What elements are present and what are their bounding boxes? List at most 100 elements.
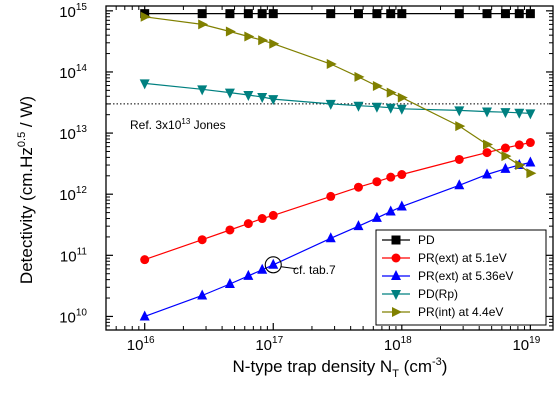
data-point [372,9,382,19]
data-point [500,143,510,153]
data-point [197,235,207,245]
data-point [268,95,279,106]
y-tick-label: 1012 [59,185,87,204]
data-point [353,9,363,19]
data-point [224,277,235,288]
legend-label: PD [418,233,435,247]
y-tick-label: 1013 [59,124,87,143]
data-point [140,255,150,265]
data-point [386,172,396,182]
y-tick-label: 1010 [59,307,87,326]
data-point [397,92,408,103]
data-point [268,9,278,19]
data-point [454,154,464,164]
data-point [243,90,254,101]
y-tick-label: 1014 [59,63,87,82]
data-point [354,71,365,82]
data-point [353,101,364,112]
data-point [514,140,524,150]
data-point [454,106,465,117]
data-point [258,35,269,46]
data-point [268,258,279,269]
data-point [514,108,525,119]
y-tick-label: 1015 [59,2,87,21]
data-point [257,263,268,274]
data-point [372,80,383,91]
y-axis-label: Detectivity (cm.Hz0.5 / W) [16,96,36,284]
data-point [397,9,407,19]
series-line [144,82,531,114]
y-tick-label: 1011 [60,246,88,265]
data-point [371,211,382,222]
data-point [396,104,407,115]
legend-marker [391,270,401,280]
data-point [197,289,208,300]
data-point [482,168,493,179]
data-point [386,9,396,19]
data-point [197,9,207,19]
data-point [243,9,253,19]
data-point [500,162,511,173]
data-point [353,182,363,192]
data-point [139,310,150,321]
annotation-label: cf. tab.7 [293,263,336,277]
legend-marker [391,290,401,300]
data-point [515,160,526,171]
data-point [455,121,466,132]
data-point [385,103,396,114]
x-tick-label: 1016 [127,335,155,354]
data-point [140,11,151,22]
legend-marker [391,253,401,263]
data-point [353,220,364,231]
data-point [526,168,537,179]
data-point [482,107,493,118]
annotation-leader [281,266,297,270]
data-point [372,177,382,187]
data-point [225,26,236,37]
data-point [257,92,268,103]
data-point [525,109,536,120]
legend-label: PR(int) at 4.4eV [418,305,503,319]
data-point [257,214,267,224]
x-tick-label: 1017 [255,335,283,354]
data-point [514,9,524,19]
data-point [244,31,255,42]
series-line [144,161,531,317]
data-point [325,232,336,243]
data-point [326,58,337,69]
data-point [243,269,254,280]
data-point [197,85,208,96]
data-point [325,99,336,110]
data-point [482,148,492,158]
data-point [224,88,235,99]
data-point [269,38,280,49]
annotation-circle [264,256,282,274]
legend-label: PR(ext) at 5.36eV [418,269,513,283]
data-point [454,9,464,19]
data-point [396,200,407,211]
data-point [397,170,407,180]
data-point [326,9,336,19]
data-point [386,87,397,98]
plot-frame [105,5,554,331]
data-point [454,179,465,190]
data-point [371,102,382,113]
data-point [225,225,235,235]
data-point [525,9,535,19]
data-point [500,108,511,119]
data-point [268,210,278,220]
data-point [225,9,235,19]
legend: PD PR(ext) at 5.1eV PR(ext) at 5.36eV PD(Rp… [375,229,547,326]
series-line [144,16,531,174]
data-point [482,9,492,19]
data-point [525,156,536,167]
data-point [385,205,396,216]
data-point [525,138,535,148]
data-point [326,191,336,201]
plot-area: 1016 1017 1018 1019 1010 1011 1012 1013 1014 1015 [59,2,554,354]
legend-label: PR(ext) at 5.1eV [418,251,507,265]
legend-marker [392,307,402,317]
data-point [501,151,512,162]
data-point [500,9,510,19]
